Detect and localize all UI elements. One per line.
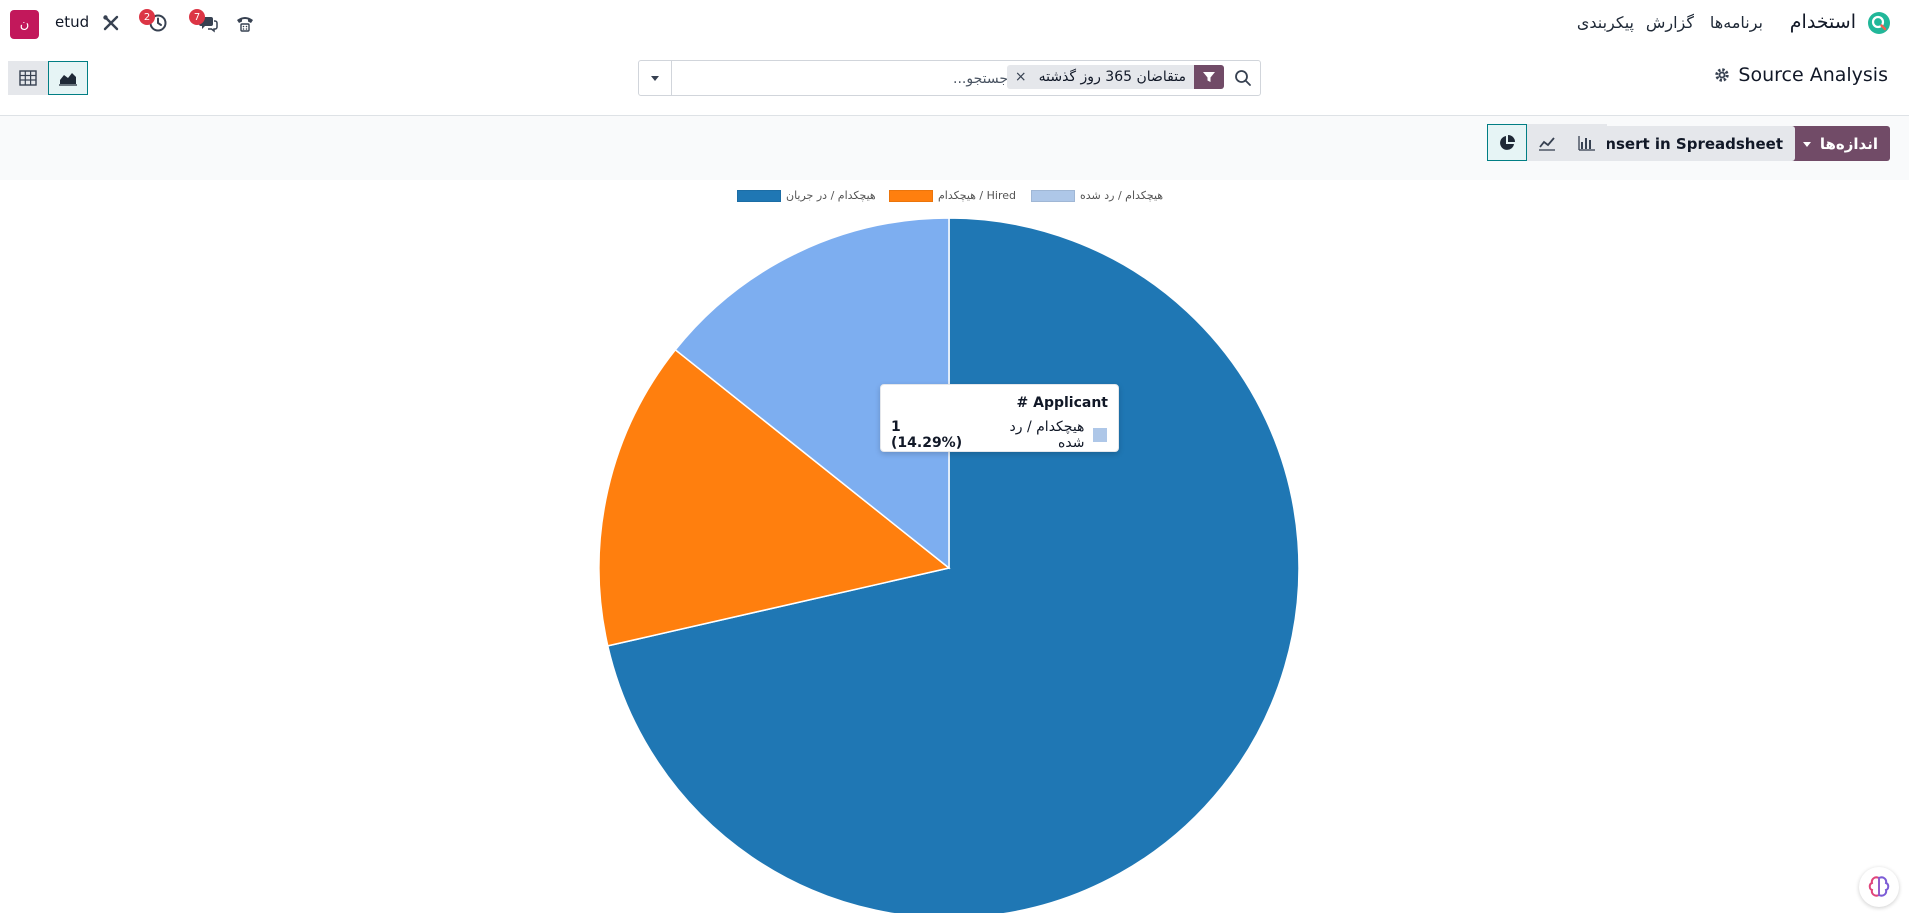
- messages-badge: 7: [189, 9, 205, 25]
- pie-slice-1[interactable]: [598, 348, 951, 647]
- chart-tooltip: # Applicant هیچکدام / رد شده 1 (14.29%): [880, 384, 1119, 452]
- pie-chart-icon: [1500, 134, 1515, 150]
- filter-icon: [1194, 65, 1224, 89]
- legend-item[interactable]: هیچکدام / رد شده: [1031, 189, 1163, 202]
- filter-facet: × متقاضان 365 روز گذشته: [1006, 65, 1224, 89]
- bar-chart-button[interactable]: [1567, 124, 1607, 161]
- insert-spreadsheet-button[interactable]: Insert in Spreadsheet: [1587, 126, 1795, 161]
- recruitment-app-icon[interactable]: [1867, 11, 1891, 35]
- chart-type-switcher: [1487, 124, 1607, 161]
- top-navbar: استخدام برنامه‌ها گزارش پیکربندی 7 2 etu…: [0, 0, 1909, 46]
- menu-programs[interactable]: برنامه‌ها: [1709, 13, 1763, 32]
- measures-dropdown-button[interactable]: اندازه‌ها: [1789, 126, 1890, 161]
- search-input[interactable]: [706, 67, 1010, 91]
- legend-item[interactable]: هیچکدام / در جریان: [737, 189, 876, 202]
- pie-slice-2[interactable]: [674, 217, 950, 570]
- legend-swatch: [889, 189, 933, 202]
- search-bar: × متقاضان 365 روز گذشته: [638, 60, 1261, 96]
- brain-icon: [1868, 876, 1890, 897]
- pie-chart-button[interactable]: [1487, 124, 1527, 161]
- line-chart-icon: [1539, 136, 1555, 151]
- insert-spreadsheet-label: Insert in Spreadsheet: [1599, 134, 1783, 153]
- tooltip-value: 1 (14.29%): [891, 419, 963, 451]
- view-switcher: [8, 61, 88, 95]
- caret-down-icon: [651, 76, 659, 81]
- user-avatar[interactable]: ن: [10, 10, 39, 39]
- gear-icon[interactable]: [1714, 67, 1730, 83]
- tooltip-title: # Applicant: [1016, 395, 1109, 411]
- chart-legend: هیچکدام / در جریان هیچکدام / Hired هیچکد…: [0, 189, 1909, 205]
- header-divider: [0, 115, 1909, 116]
- measures-label: اندازه‌ها: [1819, 134, 1878, 153]
- facet-remove-button[interactable]: ×: [1014, 69, 1027, 85]
- activities-badge: 2: [139, 9, 155, 25]
- search-options-toggle[interactable]: [639, 61, 672, 95]
- breadcrumb: Source Analysis: [1714, 64, 1888, 86]
- legend-item[interactable]: هیچکدام / Hired: [889, 189, 1016, 202]
- area-chart-icon: [59, 73, 77, 86]
- legend-label: هیچکدام / در جریان: [786, 189, 876, 202]
- pivot-view-button[interactable]: [8, 61, 48, 95]
- tooltip-label: هیچکدام / رد شده: [1009, 419, 1085, 451]
- legend-swatch: [737, 189, 781, 202]
- pie-slice-0[interactable]: [606, 217, 1300, 913]
- page-title: Source Analysis: [1738, 64, 1888, 86]
- app-name[interactable]: استخدام: [1789, 11, 1856, 33]
- table-grid-icon: [19, 70, 37, 86]
- debug-tools-icon[interactable]: [98, 10, 124, 36]
- bar-chart-icon: [1578, 135, 1595, 151]
- activity-clock-icon[interactable]: 2: [139, 9, 171, 36]
- voip-phone-icon[interactable]: [232, 10, 258, 36]
- menu-configuration[interactable]: پیکربندی: [1576, 13, 1634, 32]
- tooltip-row: هیچکدام / رد شده 1 (14.29%): [891, 419, 1108, 451]
- legend-swatch: [1031, 189, 1075, 202]
- graph-view-button[interactable]: [48, 61, 88, 95]
- messaging-icon[interactable]: 7: [189, 9, 221, 36]
- menu-reporting[interactable]: گزارش: [1645, 13, 1694, 32]
- ai-assistant-button[interactable]: [1859, 867, 1899, 907]
- company-switcher[interactable]: etud: [55, 13, 90, 31]
- facet-label: متقاضان 365 روز گذشته: [1038, 69, 1186, 85]
- tooltip-swatch: [1092, 427, 1108, 443]
- caret-down-icon: [1802, 141, 1811, 147]
- legend-label: هیچکدام / رد شده: [1080, 189, 1164, 202]
- search-icon[interactable]: [1234, 69, 1252, 87]
- line-chart-button[interactable]: [1527, 124, 1567, 161]
- legend-label: هیچکدام / Hired: [938, 189, 1016, 202]
